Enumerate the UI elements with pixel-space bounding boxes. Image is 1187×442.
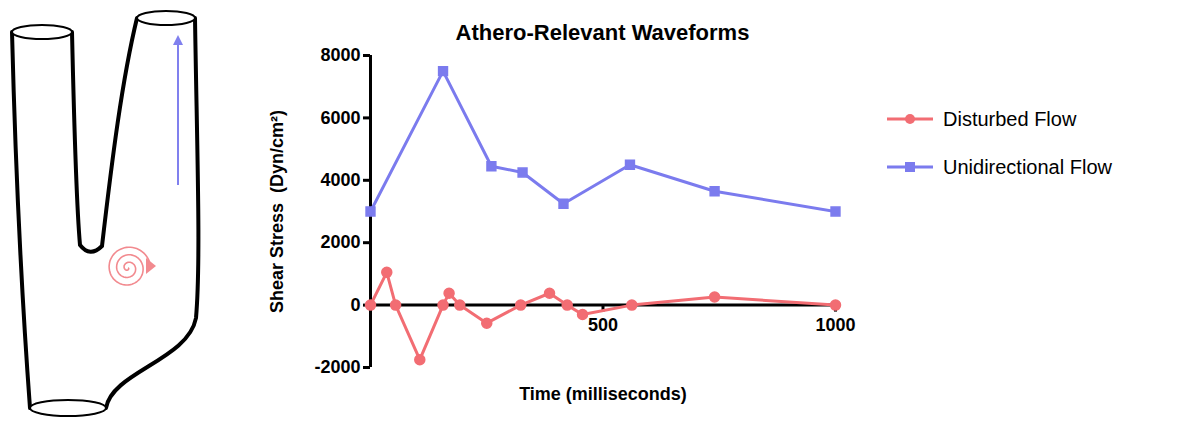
html-text:Disturbed Flow: Disturbed Flow — [943, 107, 1077, 130]
svg-text:4000: 4000 — [320, 170, 360, 190]
svg-text:500: 500 — [588, 315, 618, 335]
svg-text:-2000: -2000 — [314, 357, 360, 377]
svg-text:2000: 2000 — [320, 232, 360, 252]
html-text:Athero-Relevant Waveforms: Athero-Relevant Waveforms — [455, 20, 750, 45]
svg-text:8000: 8000 — [320, 45, 360, 65]
svg-text:Time (milliseconds): Time (milliseconds) — [519, 384, 687, 404]
html-text:Unidirectional Flow: Unidirectional Flow — [943, 155, 1112, 178]
svg-text:Shear Stress (Dyn/cm²): Shear Stress (Dyn/cm²) — [267, 110, 287, 313]
svg-text:0: 0 — [350, 295, 360, 315]
svg-text:1000: 1000 — [815, 315, 855, 335]
svg-text:6000: 6000 — [320, 108, 360, 128]
